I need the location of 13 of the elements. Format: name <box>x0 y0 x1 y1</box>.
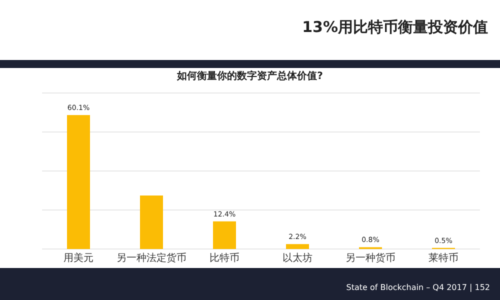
x-tick-label: 比特币 <box>210 252 240 264</box>
bar <box>286 244 309 249</box>
x-tick-label: 用美元 <box>64 252 94 264</box>
x-tick-label: 另一种货币 <box>346 252 396 264</box>
bar <box>213 221 236 249</box>
x-tick-label: 另一种法定货币 <box>116 252 186 264</box>
bar <box>67 115 90 249</box>
text: State of Blockchain – Q4 2017 | 152 <box>346 283 490 292</box>
chart-subtitle: 如何衡量你的数字资产总体价值? <box>176 70 324 82</box>
x-tick-label: 莱特币 <box>428 252 458 264</box>
chart-title: 13%用比特币衡量投资价值 <box>302 18 488 36</box>
x-tick-label: 以太坊 <box>282 252 312 264</box>
bar <box>140 196 163 249</box>
